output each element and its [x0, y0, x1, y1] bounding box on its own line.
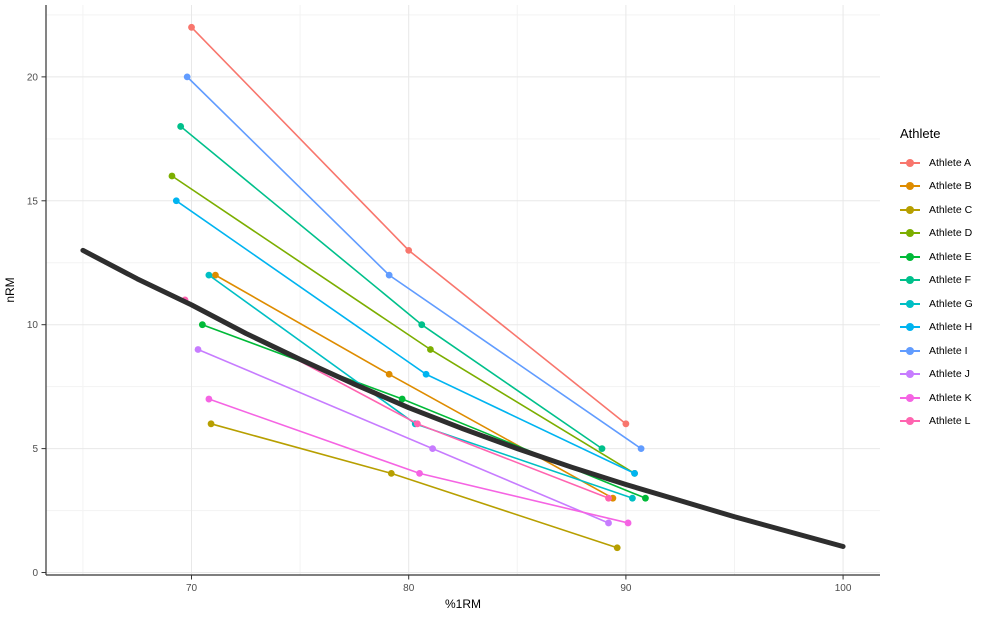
legend-key-icon [900, 226, 920, 240]
legend-label: Athlete A [929, 156, 972, 169]
data-point-athlete-b [212, 271, 219, 279]
y-tick-label: 10 [27, 320, 39, 331]
data-point-athlete-k [416, 469, 423, 477]
legend-label: Athlete L [929, 415, 971, 428]
x-axis-title: %1RM [445, 597, 481, 611]
data-point-athlete-k [205, 395, 213, 403]
series-athlete-j [194, 346, 612, 527]
series-line-athlete-c [210, 423, 618, 549]
legend-label: Athlete I [929, 344, 968, 357]
legend-item-athlete-k: Athlete K [900, 386, 1000, 410]
data-point-athlete-e [398, 395, 406, 403]
data-point-athlete-e [198, 321, 206, 329]
data-point-athlete-l [413, 420, 421, 428]
legend-item-athlete-i: Athlete I [900, 339, 1000, 363]
legend-key-icon [900, 273, 920, 287]
legend-item-athlete-e: Athlete E [900, 245, 1000, 269]
legend-label: Athlete F [929, 274, 972, 287]
legend-item-athlete-b: Athlete B [900, 175, 1000, 199]
rm-prediction-curve [80, 247, 846, 549]
legend-label: Athlete H [929, 321, 973, 334]
data-point-athlete-c [387, 469, 395, 477]
y-axis-title: nRM [3, 277, 17, 302]
data-point-athlete-g [205, 271, 213, 279]
data-point-athlete-l [605, 494, 612, 502]
data-point-athlete-a [405, 246, 413, 254]
legend-item-athlete-h: Athlete H [900, 316, 1000, 340]
legend-label: Athlete G [929, 297, 973, 310]
x-tick-label: 80 [403, 583, 415, 594]
y-tick-label: 15 [27, 196, 39, 207]
legend-key-icon [900, 367, 920, 381]
data-point-athlete-k [624, 519, 632, 527]
data-point-athlete-g [629, 494, 636, 502]
data-point-athlete-h [172, 197, 180, 205]
series-line-athlete-j [197, 348, 609, 524]
legend-key-icon [900, 297, 920, 311]
legend-key-icon [900, 203, 920, 217]
data-point-athlete-c [207, 420, 215, 428]
data-point-athlete-c [613, 544, 621, 552]
data-point-athlete-h [422, 370, 430, 378]
legend-key-icon [900, 344, 920, 358]
legend-key-icon [900, 156, 920, 170]
data-point-athlete-e [642, 494, 649, 502]
series-athlete-i [183, 73, 645, 453]
data-point-athlete-i [183, 73, 191, 81]
data-point-athlete-b [385, 370, 393, 378]
series-athlete-c [207, 420, 621, 552]
x-tick-label: 90 [620, 583, 632, 594]
y-tick-label: 0 [32, 568, 38, 579]
series-athlete-k [205, 395, 632, 527]
y-tick-label: 20 [27, 72, 39, 83]
data-point-athlete-i [637, 445, 645, 453]
legend-key-icon [900, 250, 920, 264]
data-point-athlete-j [429, 445, 436, 453]
legend-label: Athlete B [929, 180, 972, 193]
legend-label: Athlete D [929, 227, 973, 240]
legend-label: Athlete C [929, 203, 973, 216]
legend-key-icon [900, 179, 920, 193]
data-point-athlete-f [598, 445, 606, 453]
data-point-athlete-f [418, 321, 426, 329]
x-tick-label: 100 [835, 583, 852, 594]
legend: Athlete Athlete A Athlete B Athlete C Athle… [900, 126, 1000, 433]
y-tick-label: 5 [32, 444, 38, 455]
data-point-athlete-j [194, 346, 202, 353]
legend-item-athlete-a: Athlete A [900, 151, 1000, 175]
series-athlete-f [177, 123, 606, 453]
data-point-athlete-a [188, 23, 195, 31]
legend-item-athlete-d: Athlete D [900, 222, 1000, 246]
data-point-athlete-d [168, 172, 176, 180]
legend-key-icon [900, 320, 920, 334]
legend-item-athlete-g: Athlete G [900, 292, 1000, 316]
data-point-athlete-d [427, 346, 434, 353]
gridlines-major [46, 5, 880, 575]
tick-labels: 70 80 90 100 0 5 10 15 20 [27, 72, 852, 594]
data-point-athlete-j [605, 519, 612, 527]
gridlines-minor [46, 5, 880, 575]
legend-label: Athlete J [929, 368, 970, 381]
series-athlete-a [188, 23, 630, 428]
axes [45, 5, 880, 576]
legend-title: Athlete [900, 126, 941, 141]
data-point-athlete-h [631, 469, 638, 477]
legend-label: Athlete K [929, 391, 972, 404]
data-point-athlete-i [385, 271, 393, 279]
legend-item-athlete-f: Athlete F [900, 269, 1000, 293]
legend-items: Athlete A Athlete B Athlete C Athlete D Athl… [900, 151, 1000, 433]
legend-key-icon [900, 391, 920, 405]
data-point-athlete-a [622, 420, 630, 428]
legend-label: Athlete E [929, 250, 972, 263]
legend-item-athlete-j: Athlete J [900, 363, 1000, 387]
legend-item-athlete-c: Athlete C [900, 198, 1000, 222]
legend-item-athlete-l: Athlete L [900, 410, 1000, 434]
data-point-athlete-f [177, 123, 185, 130]
series-athlete-h [172, 197, 638, 477]
legend-key-icon [900, 414, 920, 428]
x-tick-label: 70 [186, 583, 198, 594]
